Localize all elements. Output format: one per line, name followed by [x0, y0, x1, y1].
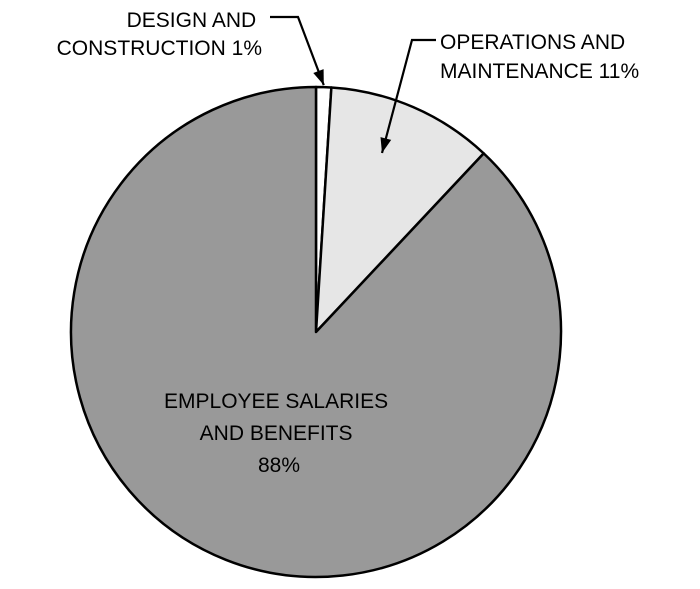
label-design-construction-line-2: CONSTRUCTION 1% — [57, 37, 262, 60]
label-employee-salaries: EMPLOYEE SALARIES AND BENEFITS 88% — [164, 390, 394, 477]
slice-operations-maintenance — [314, 86, 485, 334]
label-design-construction-line-1: DESIGN AND — [127, 9, 257, 32]
label-operations-maintenance-line-2: MAINTENANCE 11% — [440, 60, 639, 83]
leader-design-construction — [270, 15, 325, 86]
arrow-operations-maintenance — [380, 137, 392, 153]
pie-slices — [69, 85, 563, 579]
label-operations-maintenance: OPERATIONS AND MAINTENANCE 11% — [440, 31, 639, 83]
leader-operations-maintenance — [380, 38, 436, 154]
label-operations-maintenance-line-1: OPERATIONS AND — [440, 31, 625, 54]
label-employee-salaries-line-3: 88% — [258, 454, 300, 477]
label-design-construction: DESIGN AND CONSTRUCTION 1% — [57, 9, 262, 60]
slice-employee-salaries — [69, 85, 563, 579]
label-employee-salaries-line-2: AND BENEFITS — [200, 422, 353, 445]
arrow-design-construction — [313, 69, 324, 86]
label-employee-salaries-line-1: EMPLOYEE SALARIES — [164, 390, 388, 413]
leader-lines — [270, 15, 436, 154]
